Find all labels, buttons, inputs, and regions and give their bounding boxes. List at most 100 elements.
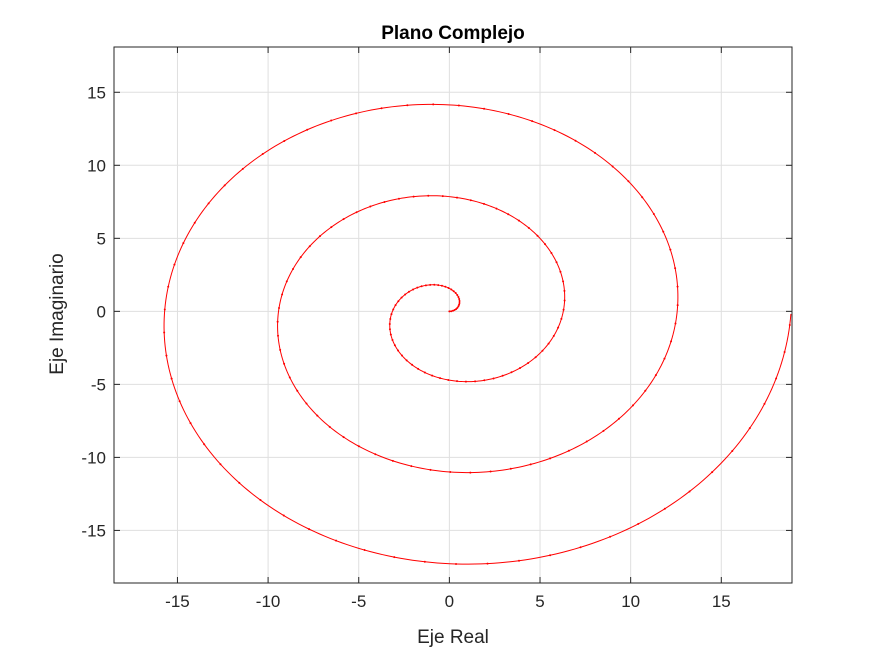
spiral-point xyxy=(278,306,281,309)
spiral-point xyxy=(711,471,714,474)
spiral-point xyxy=(292,267,295,270)
spiral-point xyxy=(517,219,520,222)
spiral-point xyxy=(173,263,176,266)
spiral-point xyxy=(279,348,282,351)
spiral-point xyxy=(519,367,522,370)
spiral-point xyxy=(585,440,588,443)
spiral-point xyxy=(611,165,614,168)
spiral-point xyxy=(644,389,647,392)
spiral-point xyxy=(285,280,288,283)
spiral-point xyxy=(631,404,634,407)
spiral-point xyxy=(637,522,640,525)
spiral-point xyxy=(674,267,677,270)
y-tick-label: 5 xyxy=(97,229,106,248)
spiral-point xyxy=(238,481,241,484)
x-tick-labels: -15 -10 -5 0 5 10 15 xyxy=(165,592,731,611)
spiral-point xyxy=(688,490,691,493)
spiral-point xyxy=(207,202,210,205)
spiral-point xyxy=(509,467,512,470)
spiral-point xyxy=(163,308,166,311)
spiral-point xyxy=(763,402,766,405)
x-tick-label: 0 xyxy=(445,592,454,611)
spiral-point xyxy=(165,354,168,357)
spiral-point xyxy=(501,374,504,377)
spiral-point xyxy=(674,322,677,325)
spiral-point xyxy=(663,357,666,360)
spiral-point xyxy=(277,334,280,337)
spiral-point xyxy=(562,280,565,283)
spiral-point xyxy=(489,470,492,473)
data-series xyxy=(163,103,792,565)
spiral-point xyxy=(455,380,458,383)
spiral-point xyxy=(427,194,430,197)
spiral-point xyxy=(550,252,553,255)
spiral-point xyxy=(369,205,372,208)
spiral-point xyxy=(448,310,451,313)
spiral-point xyxy=(452,290,455,293)
spiral-point xyxy=(559,270,562,273)
x-tick-label: 5 xyxy=(535,592,544,611)
spiral-point xyxy=(458,301,461,304)
spiral-point xyxy=(783,351,786,354)
spiral-point xyxy=(454,292,457,295)
spiral-point xyxy=(259,499,262,502)
spiral-point xyxy=(440,284,443,287)
spiral-point xyxy=(457,296,460,299)
spiral-point xyxy=(261,153,264,156)
spiral-point xyxy=(400,296,403,299)
spiral-point xyxy=(393,344,396,347)
spiral-point xyxy=(469,471,472,474)
spiral-point xyxy=(775,377,778,380)
spiral-point xyxy=(531,120,534,123)
y-tick-labels: -15 -10 -5 0 5 10 15 xyxy=(81,83,106,540)
spiral-point xyxy=(450,310,453,313)
spiral-point xyxy=(483,379,486,382)
spiral-point xyxy=(203,443,206,446)
spiral-point xyxy=(464,380,467,383)
spiral-point xyxy=(417,367,420,370)
x-axis-label: Eje Real xyxy=(417,627,489,648)
spiral-point xyxy=(676,304,679,307)
spiral-point xyxy=(193,221,196,224)
spiral-point xyxy=(412,288,415,291)
spiral-point xyxy=(389,333,392,336)
spiral-point xyxy=(562,308,565,311)
spiral-point xyxy=(449,471,452,473)
spiral-point xyxy=(456,294,459,297)
spiral-point xyxy=(567,449,570,452)
spiral-point xyxy=(219,463,222,466)
spiral-point xyxy=(283,139,286,142)
spiral-point xyxy=(355,211,358,214)
spiral-point xyxy=(469,199,472,202)
tick-marks xyxy=(114,47,792,583)
spiral-point xyxy=(547,342,550,345)
spiral-point xyxy=(189,422,192,425)
spiral-point xyxy=(437,284,440,287)
spiral-point xyxy=(318,235,321,238)
x-tick-label: -10 xyxy=(256,592,281,611)
spiral-point xyxy=(355,112,358,115)
spiral-point xyxy=(342,218,345,221)
spiral-point xyxy=(748,427,751,430)
spiral-point xyxy=(510,371,513,374)
spiral-point xyxy=(431,374,434,377)
spiral-point xyxy=(563,289,566,292)
spiral-point xyxy=(423,560,426,563)
spiral-point xyxy=(453,309,456,312)
spiral-point xyxy=(517,559,520,562)
spiral-point xyxy=(374,453,377,456)
spiral-point xyxy=(482,202,485,205)
spiral-point xyxy=(392,308,395,311)
spiral-point xyxy=(458,298,461,301)
chart-title: Plano Complejo xyxy=(381,23,525,44)
spiral-point xyxy=(163,331,166,334)
x-tick-label: 15 xyxy=(712,592,731,611)
spiral-point xyxy=(412,195,415,198)
spiral-point xyxy=(439,377,442,380)
spiral-point xyxy=(391,459,394,462)
spiral-point xyxy=(457,305,460,308)
spiral-point xyxy=(731,449,734,452)
spiral-point xyxy=(553,129,556,132)
spiral-point xyxy=(416,286,419,289)
